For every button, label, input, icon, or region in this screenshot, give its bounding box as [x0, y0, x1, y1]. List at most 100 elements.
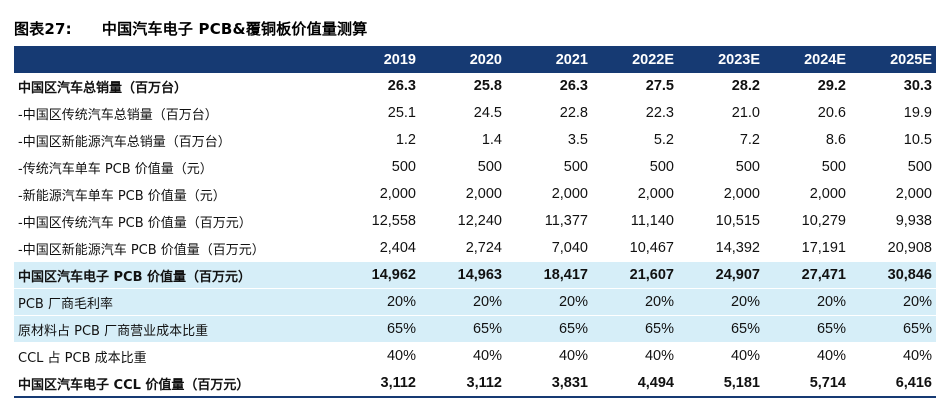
- valuation-table: 2019 2020 2021 2022E 2023E 2024E 2025E 中…: [14, 46, 936, 398]
- row-label: CCL 占 PCB 成本比重: [14, 342, 334, 370]
- table-cell: 26.3: [334, 73, 420, 100]
- table-cell: 2,724: [420, 234, 506, 262]
- table-cell: 17,191: [764, 234, 850, 262]
- header-cell-year: 2025E: [850, 46, 936, 73]
- table-cell: 12,240: [420, 207, 506, 235]
- table-cell: 2,000: [764, 180, 850, 208]
- table-cell: 27.5: [592, 73, 678, 100]
- table-cell: 500: [592, 153, 678, 181]
- table-cell: 40%: [334, 342, 420, 370]
- table-cell: 10.5: [850, 126, 936, 154]
- table-cell: 10,515: [678, 207, 764, 235]
- table-cell: 25.1: [334, 99, 420, 127]
- figure-title: 图表27: 中国汽车电子 PCB&覆铜板价值量测算: [14, 18, 367, 39]
- table-cell: 20.6: [764, 99, 850, 127]
- row-label: PCB 厂商毛利率: [14, 288, 334, 316]
- table-cell: 25.8: [420, 73, 506, 100]
- table-cell: 2,404: [334, 234, 420, 262]
- row-label: 中国区汽车总销量（百万台）: [14, 73, 334, 100]
- table-row: CCL 占 PCB 成本比重 40% 40% 40% 40% 40% 40% 40%: [14, 342, 936, 370]
- table-cell: 1.4: [420, 126, 506, 154]
- table-cell: 2,000: [334, 180, 420, 208]
- table-cell: 6,416: [850, 369, 936, 398]
- table-cell: 30.3: [850, 73, 936, 100]
- table-cell: 21.0: [678, 99, 764, 127]
- table-cell: 1.2: [334, 126, 420, 154]
- figure-title-text: 中国汽车电子 PCB&覆铜板价值量测算: [101, 20, 368, 38]
- table-cell: 40%: [420, 342, 506, 370]
- table-cell: 21,607: [592, 261, 678, 289]
- table-cell: 500: [420, 153, 506, 181]
- table-cell: 20%: [420, 288, 506, 316]
- row-label: -新能源汽车单车 PCB 价值量（元）: [14, 180, 334, 208]
- table-cell: 7,040: [506, 234, 592, 262]
- table-cell: 7.2: [678, 126, 764, 154]
- row-label: -中国区传统汽车总销量（百万台）: [14, 99, 334, 127]
- table-cell: 2,000: [592, 180, 678, 208]
- table-row: -中国区传统汽车 PCB 价值量（百万元） 12,558 12,240 11,377 1…: [14, 207, 936, 235]
- table-cell: 11,377: [506, 207, 592, 235]
- table-row: PCB 厂商毛利率 20% 20% 20% 20% 20% 20% 20%: [14, 288, 936, 316]
- row-label: -中国区传统汽车 PCB 价值量（百万元）: [14, 207, 334, 235]
- table-cell: 10,467: [592, 234, 678, 262]
- row-label: -中国区新能源汽车总销量（百万台）: [14, 126, 334, 154]
- row-label: -中国区新能源汽车 PCB 价值量（百万元）: [14, 234, 334, 262]
- table-cell: 22.3: [592, 99, 678, 127]
- table-cell: 500: [506, 153, 592, 181]
- table-cell: 24,907: [678, 261, 764, 289]
- header-cell-year: 2020: [420, 46, 506, 73]
- table-cell: 8.6: [764, 126, 850, 154]
- table-cell: 20%: [334, 288, 420, 316]
- header-cell-year: 2022E: [592, 46, 678, 73]
- table-cell: 500: [850, 153, 936, 181]
- table-cell: 18,417: [506, 261, 592, 289]
- table-cell: 40%: [592, 342, 678, 370]
- table-cell: 11,140: [592, 207, 678, 235]
- table-cell: 40%: [764, 342, 850, 370]
- table-cell: 14,963: [420, 261, 506, 289]
- table-cell: 65%: [764, 315, 850, 343]
- table-cell: 65%: [506, 315, 592, 343]
- table-row: -中国区传统汽车总销量（百万台） 25.1 24.5 22.8 22.3 21.0 20.6…: [14, 99, 936, 127]
- table-cell: 12,558: [334, 207, 420, 235]
- table-cell: 500: [764, 153, 850, 181]
- header-cell-year: 2019: [334, 46, 420, 73]
- table-body: 中国区汽车总销量（百万台） 26.3 25.8 26.3 27.5 28.2 29.2 30.…: [14, 73, 936, 398]
- table-cell: 65%: [850, 315, 936, 343]
- table-cell: 2,000: [678, 180, 764, 208]
- table-cell: 3,831: [506, 369, 592, 398]
- table-cell: 14,962: [334, 261, 420, 289]
- table-cell: 19.9: [850, 99, 936, 127]
- table-cell: 20%: [592, 288, 678, 316]
- table-cell: 20%: [506, 288, 592, 316]
- table-row: -新能源汽车单车 PCB 价值量（元） 2,000 2,000 2,000 2,000 2…: [14, 180, 936, 208]
- table-cell: 3,112: [334, 369, 420, 398]
- table-cell: 4,494: [592, 369, 678, 398]
- table-cell: 22.8: [506, 99, 592, 127]
- row-label: -传统汽车单车 PCB 价值量（元）: [14, 153, 334, 181]
- header-cell-label: [14, 46, 334, 73]
- table-row: -中国区新能源汽车总销量（百万台） 1.2 1.4 3.5 5.2 7.2 8.6 10.5: [14, 126, 936, 154]
- table-cell: 29.2: [764, 73, 850, 100]
- table-cell: 2,000: [420, 180, 506, 208]
- table-cell: 65%: [334, 315, 420, 343]
- table-row: -传统汽车单车 PCB 价值量（元） 500 500 500 500 500 500 500: [14, 153, 936, 181]
- table-cell: 20%: [850, 288, 936, 316]
- table-cell: 2,000: [850, 180, 936, 208]
- table-cell: 3,112: [420, 369, 506, 398]
- table-cell: 500: [334, 153, 420, 181]
- table-cell: 20%: [678, 288, 764, 316]
- table-cell: 30,846: [850, 261, 936, 289]
- header-cell-year: 2023E: [678, 46, 764, 73]
- table-row: 原材料占 PCB 厂商营业成本比重 65% 65% 65% 65% 65% 65% 65%: [14, 315, 936, 343]
- table-cell: 20%: [764, 288, 850, 316]
- table-cell: 500: [678, 153, 764, 181]
- figure-number: 图表27:: [14, 20, 72, 38]
- header-cell-year: 2024E: [764, 46, 850, 73]
- table-cell: 28.2: [678, 73, 764, 100]
- row-label: 原材料占 PCB 厂商营业成本比重: [14, 315, 334, 343]
- table-cell: 5,714: [764, 369, 850, 398]
- table-cell: 65%: [420, 315, 506, 343]
- table-cell: 27,471: [764, 261, 850, 289]
- table-cell: 40%: [506, 342, 592, 370]
